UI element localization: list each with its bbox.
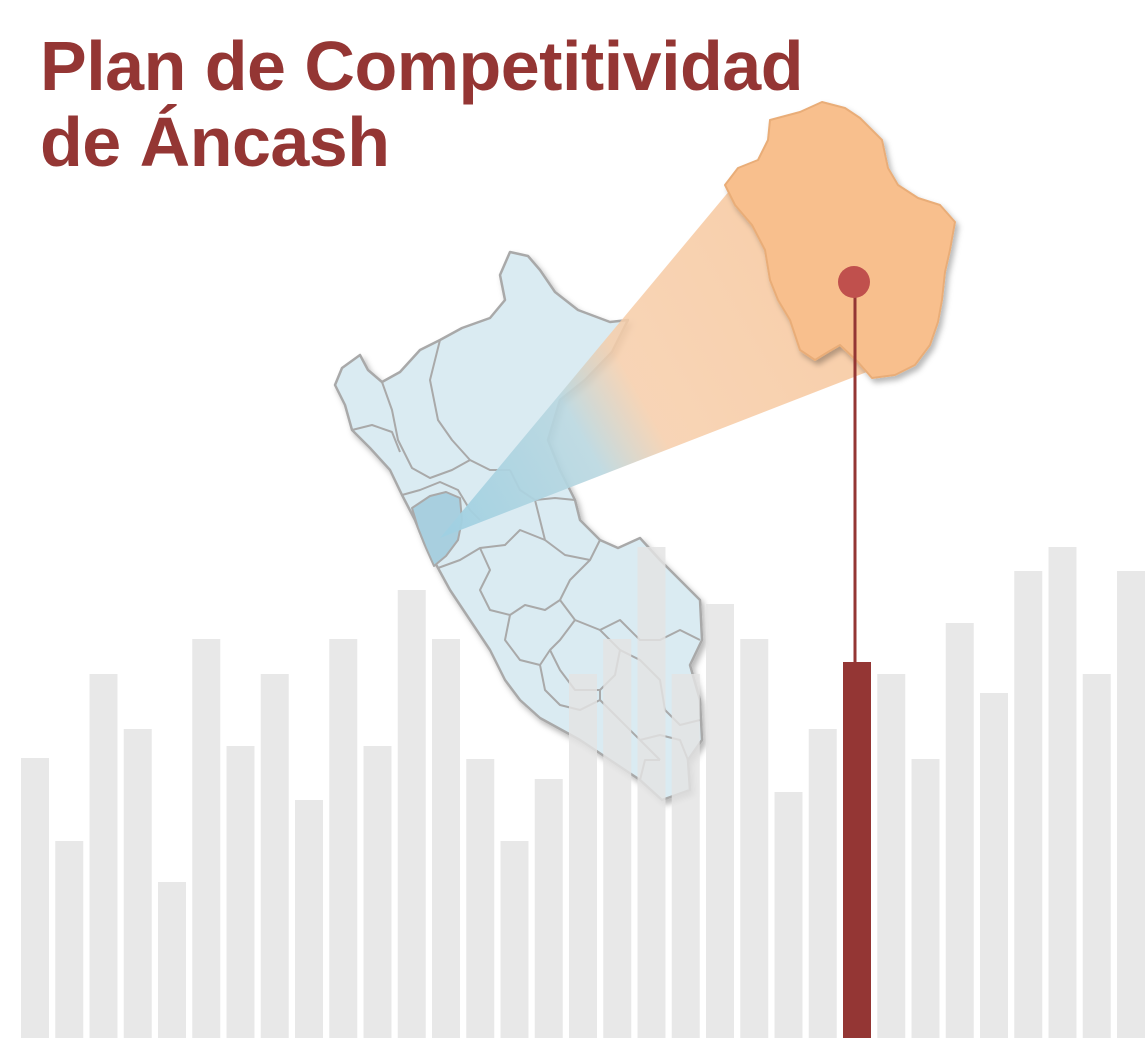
bar bbox=[363, 746, 392, 1038]
bar bbox=[774, 792, 803, 1038]
bar bbox=[89, 674, 118, 1038]
highlight-bar bbox=[843, 662, 871, 1038]
bar bbox=[740, 639, 769, 1038]
bar bbox=[569, 674, 597, 1038]
bar bbox=[945, 623, 974, 1038]
bar bbox=[808, 729, 837, 1038]
bar bbox=[706, 604, 734, 1038]
ancash-region bbox=[411, 491, 463, 567]
bar-chart bbox=[21, 547, 1145, 1038]
bar bbox=[637, 547, 666, 1038]
bar bbox=[260, 674, 289, 1038]
bar bbox=[123, 729, 152, 1038]
bar bbox=[980, 693, 1008, 1038]
bar bbox=[226, 746, 255, 1038]
bar bbox=[671, 674, 700, 1038]
bar bbox=[432, 639, 460, 1038]
title-line-2: de Áncash bbox=[40, 103, 390, 181]
bar bbox=[329, 639, 358, 1038]
bar bbox=[158, 882, 186, 1038]
bar bbox=[466, 759, 495, 1038]
bar bbox=[1082, 674, 1111, 1038]
bar bbox=[192, 639, 221, 1038]
pin-head bbox=[838, 266, 870, 298]
title-line-1: Plan de Competitividad bbox=[40, 27, 804, 105]
ancash-zoom-region bbox=[724, 101, 956, 379]
bar bbox=[534, 779, 563, 1038]
bar bbox=[55, 841, 84, 1038]
zoom-beam bbox=[440, 190, 872, 538]
bar bbox=[911, 759, 940, 1038]
bar bbox=[397, 590, 426, 1038]
bar bbox=[500, 841, 529, 1038]
bar bbox=[21, 758, 49, 1038]
bar bbox=[1117, 571, 1145, 1038]
bar bbox=[1014, 571, 1043, 1038]
bar bbox=[877, 674, 906, 1038]
bar bbox=[603, 639, 632, 1038]
bar bbox=[1048, 547, 1077, 1038]
page-title: Plan de Competitividad de Áncash bbox=[40, 27, 804, 181]
bar bbox=[295, 800, 323, 1038]
